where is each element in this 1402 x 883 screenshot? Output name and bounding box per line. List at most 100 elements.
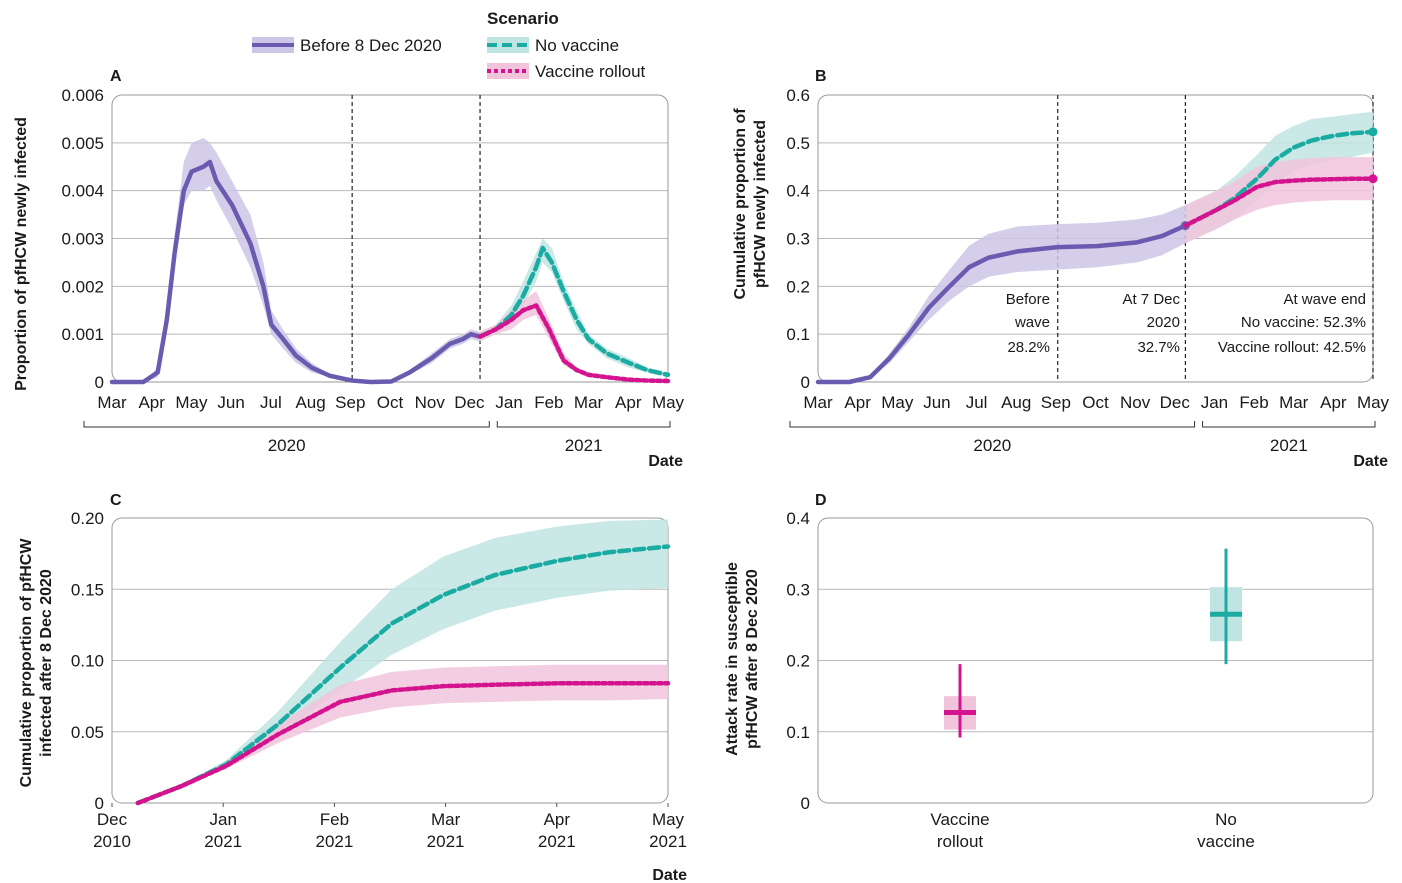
panel-a-x-tick-label: Jan bbox=[495, 393, 522, 412]
panel-c-y-tick-label: 0 bbox=[95, 794, 104, 813]
panel-c-chart: 0 0.05 0.10 0.15 0.20 Dec 2010 Jan 2021 Feb 2021 Ma… bbox=[71, 509, 687, 851]
panel-a-x-tick-label: May bbox=[175, 393, 208, 412]
panel-c-y-tick-label: 0.20 bbox=[71, 509, 104, 528]
annotation-before-wave-1: Before bbox=[1006, 291, 1050, 308]
legend-label-no-vaccine: No vaccine bbox=[535, 36, 619, 55]
panel-label-d: D bbox=[815, 492, 827, 509]
panel-label-b: B bbox=[815, 68, 827, 85]
legend-item-no-vaccine: No vaccine bbox=[487, 36, 619, 55]
panel-c-y-tick-label: 0.10 bbox=[71, 652, 104, 671]
panel-a-year-label: 2020 bbox=[268, 436, 306, 455]
panel-c-x-tick-label: Mar bbox=[431, 810, 461, 829]
panel-d-ylabel: Attack rate in susceptible pfHCW after 8… bbox=[724, 562, 761, 756]
panel-a-y-tick-label: 0.001 bbox=[61, 325, 104, 344]
panel-b-x-tick-label: Mar bbox=[803, 393, 833, 412]
panel-c-band-no-vaccine bbox=[137, 519, 668, 803]
panel-d-ylabel-line1: Attack rate in susceptible bbox=[724, 562, 741, 756]
panel-b-year-label: 2021 bbox=[1270, 436, 1308, 455]
annotation-at-7-dec-1: At 7 Dec bbox=[1122, 291, 1180, 308]
panel-c-x-tick-label: Feb bbox=[320, 810, 349, 829]
panel-b-line-vaccine-rollout bbox=[1183, 176, 1376, 228]
legend-item-vaccine: Vaccine rollout bbox=[487, 62, 646, 81]
panel-c-x-tick-label: 2021 bbox=[538, 832, 576, 851]
panel-c-x-tick-label: 2021 bbox=[315, 832, 353, 851]
panel-a-x-tick-label: Mar bbox=[97, 393, 127, 412]
panel-b-band-vaccine-rollout bbox=[1185, 157, 1373, 244]
panel-a-x-tick-label: Oct bbox=[377, 393, 404, 412]
legend-label-before: Before 8 Dec 2020 bbox=[300, 36, 442, 55]
panel-c-ylabel-line2: infected after 8 Dec 2020 bbox=[38, 569, 55, 757]
panel-a-xlabel: Date bbox=[648, 453, 683, 470]
panel-b-x-tick-label: May bbox=[1357, 393, 1390, 412]
panel-d-y-tick-label: 0 bbox=[801, 794, 810, 813]
panel-a-y-tick-label: 0.003 bbox=[61, 230, 104, 249]
panel-d-y-tick-label: 0.4 bbox=[786, 509, 810, 528]
panel-c-ylabel: Cumulative proportion of pfHCW infected … bbox=[18, 538, 55, 788]
panel-a-x-tick-label: May bbox=[652, 393, 685, 412]
panel-b-y-tick-label: 0.2 bbox=[786, 277, 810, 296]
panel-b-y-tick-label: 0.4 bbox=[786, 182, 810, 201]
panel-b-x-tick-label: Feb bbox=[1239, 393, 1268, 412]
panel-c-x-tick-label: May bbox=[652, 810, 685, 829]
panel-a-x-tick-label: Dec bbox=[454, 393, 485, 412]
panel-d-y-tick-label: 0.3 bbox=[786, 580, 810, 599]
annotation-before-wave-2: wave bbox=[1014, 314, 1050, 331]
panel-a-band-before-8-dec-2020 bbox=[112, 138, 481, 382]
panel-b-year-bracket bbox=[789, 421, 1196, 428]
panel-c-x-tick-label: 2021 bbox=[649, 832, 687, 851]
panel-label-c: C bbox=[110, 492, 122, 509]
panel-a-y-tick-label: 0.004 bbox=[61, 182, 104, 201]
panel-a-line-before-8-dec-2020 bbox=[109, 159, 483, 385]
annotation-at-7-dec-3: 32.7% bbox=[1137, 339, 1180, 356]
panel-b-endpoint-no-vaccine bbox=[1368, 127, 1378, 137]
panel-d-y-tick-label: 0.1 bbox=[786, 723, 810, 742]
panel-c-x-tick-label: 2010 bbox=[93, 832, 131, 851]
panel-b-x-tick-label: Jul bbox=[966, 393, 988, 412]
panel-d-category-label: Vaccine bbox=[930, 810, 989, 829]
panel-a-y-tick-label: 0.002 bbox=[61, 277, 104, 296]
panel-b-x-tick-label: Apr bbox=[1320, 393, 1347, 412]
panel-c-x-tick-label: Apr bbox=[544, 810, 571, 829]
panel-a-band-no-vaccine bbox=[480, 238, 668, 378]
panel-a-x-tick-label: Sep bbox=[335, 393, 365, 412]
annotation-wave-end-3: Vaccine rollout: 42.5% bbox=[1218, 339, 1366, 356]
panel-b-y-tick-label: 0.6 bbox=[786, 86, 810, 105]
panel-b-line-before-8-dec-2020 bbox=[815, 223, 1188, 385]
panel-a-line-vaccine-rollout bbox=[477, 303, 671, 384]
panel-a-band-vaccine-rollout bbox=[480, 291, 668, 382]
panel-b-year-label: 2020 bbox=[973, 436, 1011, 455]
panel-b-endpoint-vaccine-rollout bbox=[1368, 174, 1378, 184]
panel-c-band-vaccine-rollout bbox=[137, 664, 668, 803]
panel-d-category-label: vaccine bbox=[1197, 832, 1255, 851]
panel-a-x-tick-label: Aug bbox=[295, 393, 325, 412]
panel-a-y-tick-label: 0.005 bbox=[61, 134, 104, 153]
panel-b-chart: 0 0.1 0.2 0.3 0.4 0.5 0.6 Mar Apr May Jun Jul Aug Sep… bbox=[786, 86, 1389, 455]
panel-b-ylabel-line1: Cumulative proportion of bbox=[732, 108, 749, 300]
panel-c-x-tick-label: 2021 bbox=[204, 832, 242, 851]
panel-a-y-tick-label: 0 bbox=[95, 373, 104, 392]
annotation-wave-end-2: No vaccine: 52.3% bbox=[1241, 314, 1366, 331]
panel-label-a: A bbox=[110, 68, 122, 85]
panel-b-x-tick-label: Jan bbox=[1201, 393, 1228, 412]
annotation-at-7-dec-2: 2020 bbox=[1147, 314, 1180, 331]
panel-a-x-tick-label: Nov bbox=[415, 393, 446, 412]
panel-b-x-tick-label: Mar bbox=[1279, 393, 1309, 412]
panel-a-x-tick-label: Apr bbox=[615, 393, 642, 412]
panel-c-y-tick-label: 0.05 bbox=[71, 723, 104, 742]
panel-a-line-no-vaccine bbox=[477, 245, 671, 378]
panel-a-x-tick-label: Mar bbox=[574, 393, 604, 412]
legend-title: Scenario bbox=[487, 9, 559, 28]
panel-d-category-label: No bbox=[1215, 810, 1237, 829]
panel-a-y-tick-label: 0.006 bbox=[61, 86, 104, 105]
panel-b-y-tick-label: 0 bbox=[801, 373, 810, 392]
panel-a-x-tick-label: Jul bbox=[260, 393, 282, 412]
panel-b-x-tick-label: Nov bbox=[1120, 393, 1151, 412]
panel-a-year-bracket bbox=[496, 421, 671, 428]
panel-d-y-tick-label: 0.2 bbox=[786, 652, 810, 671]
panel-b-band-before-8-dec-2020 bbox=[818, 205, 1186, 382]
panel-b-x-tick-label: Apr bbox=[844, 393, 871, 412]
panel-c-xlabel: Date bbox=[652, 867, 687, 883]
panel-b-x-tick-label: Jun bbox=[923, 393, 950, 412]
panel-a-year-label: 2021 bbox=[565, 436, 603, 455]
